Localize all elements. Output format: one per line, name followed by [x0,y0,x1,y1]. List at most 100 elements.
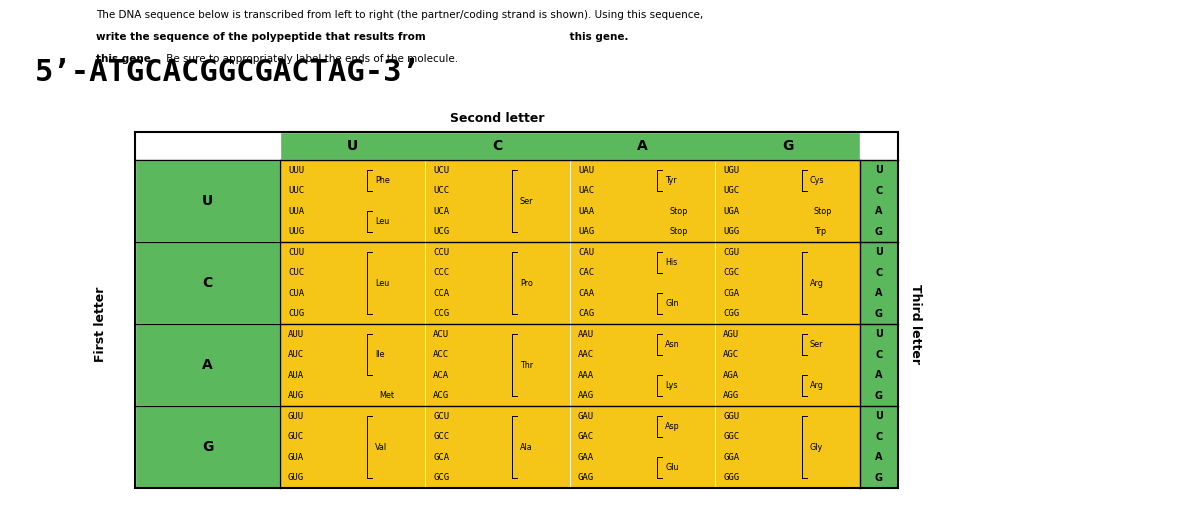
Bar [860,160,898,242]
Text: Gly: Gly [810,443,823,452]
Text: Third letter: Third letter [908,284,922,364]
Text: CUA: CUA [288,289,304,298]
Text: UGG: UGG [722,227,739,236]
Text: Ser: Ser [810,340,823,349]
Bar [134,160,280,242]
Text: A: A [875,288,883,298]
Text: AUU: AUU [288,330,304,339]
Bar [425,324,570,406]
Text: UCG: UCG [433,227,449,236]
Text: 5’-ATGCACGGCGACTAG-3’: 5’-ATGCACGGCGACTAG-3’ [35,57,421,87]
Text: Pro: Pro [520,278,533,287]
Text: GAA: GAA [578,453,594,462]
Text: AUC: AUC [288,350,304,359]
Text: A: A [875,206,883,216]
Text: Asn: Asn [665,340,679,349]
Text: write the sequence of the polypeptide that results from: write the sequence of the polypeptide th… [96,32,426,42]
Text: UCU: UCU [433,166,449,175]
Text: CGG: CGG [722,309,739,318]
Text: CAC: CAC [578,268,594,277]
Text: AAC: AAC [578,350,594,359]
Text: Asp: Asp [665,422,679,431]
Text: A: A [875,370,883,380]
Text: Gln: Gln [665,299,678,308]
Bar [715,406,860,488]
Text: GGU: GGU [722,412,739,421]
Bar [425,406,570,488]
Text: UGU: UGU [722,166,739,175]
Text: UGC: UGC [722,186,739,195]
Text: GGG: GGG [722,473,739,482]
Bar [425,242,570,324]
Text: CGA: CGA [722,289,739,298]
Text: GUC: GUC [288,432,304,441]
Text: C: C [492,139,503,153]
Text: UUU: UUU [288,166,304,175]
Text: CCA: CCA [433,289,449,298]
Text: AGC: AGC [722,350,739,359]
Text: Thr: Thr [520,360,533,370]
Text: GCU: GCU [433,412,449,421]
Text: UUA: UUA [288,207,304,216]
Text: His: His [665,258,677,267]
Bar [280,324,425,406]
Text: UAC: UAC [578,186,594,195]
Text: Cys: Cys [810,176,824,185]
Text: Glu: Glu [665,463,678,472]
Bar [860,324,898,406]
Text: GGC: GGC [722,432,739,441]
Bar [134,406,280,488]
Text: GCG: GCG [433,473,449,482]
Text: Leu: Leu [374,278,389,287]
Text: C: C [875,186,883,196]
Text: AAU: AAU [578,330,594,339]
Text: Second letter: Second letter [450,112,545,125]
Text: Val: Val [374,443,388,452]
Bar [715,324,860,406]
Text: this gene.: this gene. [566,32,629,42]
Text: A: A [202,358,212,372]
Text: First letter: First letter [94,286,107,361]
Text: Be sure to appropriately label the ends of the molecule.: Be sure to appropriately label the ends … [163,54,458,64]
Bar [570,406,715,488]
Text: Tyr: Tyr [665,176,677,185]
Text: ACC: ACC [433,350,449,359]
Text: U: U [875,329,883,339]
Text: G: G [875,227,883,237]
Text: A: A [637,139,648,153]
Text: C: C [875,268,883,278]
Text: Leu: Leu [374,217,389,226]
Text: UAU: UAU [578,166,594,175]
Text: GAC: GAC [578,432,594,441]
Text: CGC: CGC [722,268,739,277]
Text: Stop: Stop [670,207,688,216]
Bar [860,242,898,324]
Text: C: C [875,350,883,360]
Text: Phe: Phe [374,176,390,185]
Text: CGU: CGU [722,248,739,257]
Text: U: U [875,165,883,175]
Bar [570,160,715,242]
Bar [570,324,715,406]
Text: CAU: CAU [578,248,594,257]
Text: ACG: ACG [433,391,449,400]
Bar [134,242,280,324]
Text: CCC: CCC [433,268,449,277]
Text: GCA: GCA [433,453,449,462]
Text: U: U [347,139,358,153]
Text: CAA: CAA [578,289,594,298]
Text: U: U [202,194,214,208]
Text: ACA: ACA [433,371,449,380]
Text: Stop: Stop [670,227,688,236]
Bar [280,242,425,324]
Text: Arg: Arg [810,381,824,390]
Text: Met: Met [379,391,394,400]
Text: AAA: AAA [578,371,594,380]
Text: ACU: ACU [433,330,449,339]
Bar [280,160,425,242]
Text: this gene.: this gene. [96,54,155,64]
Text: CCG: CCG [433,309,449,318]
Text: GUA: GUA [288,453,304,462]
Text: AGU: AGU [722,330,739,339]
Text: CUG: CUG [288,309,304,318]
